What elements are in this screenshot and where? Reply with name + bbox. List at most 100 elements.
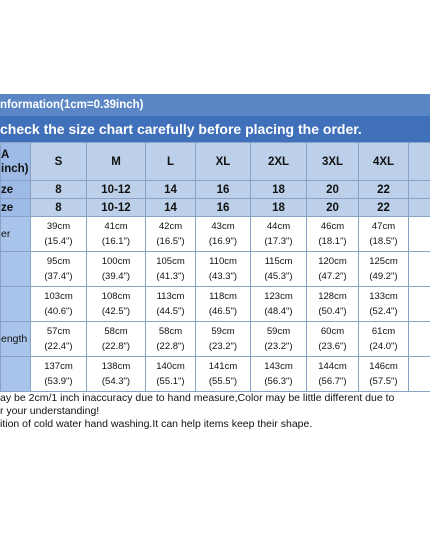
measurement-cm: 57cm bbox=[46, 326, 71, 337]
measurement-cm: 103cm bbox=[44, 291, 73, 302]
measurement-cell: 125cm (49.2") bbox=[358, 251, 409, 287]
measurement-cm: 110cm bbox=[209, 256, 237, 267]
measurement-cell: 46cm (18.1") bbox=[306, 216, 359, 252]
measurement-cm: 141cm bbox=[208, 361, 238, 372]
measurement-cm: 125cm bbox=[369, 256, 398, 267]
size-chart: nformation(1cm=0.39inch) check the size … bbox=[0, 94, 430, 392]
size-standard-value: 14 bbox=[145, 180, 196, 199]
measurement-cm: 133cm bbox=[369, 291, 398, 302]
measurement-inch: (42.5") bbox=[101, 306, 131, 317]
measurement-inch: (55.1") bbox=[156, 376, 185, 387]
measurement-row: ength 57cm (22.4") 58cm (22.8") 58cm (22.8") 59… bbox=[0, 321, 430, 357]
measurement-extra bbox=[408, 286, 430, 322]
measurement-inch: (54.3") bbox=[101, 376, 131, 387]
measurement-label bbox=[0, 356, 31, 392]
measurement-row: 95cm (37.4") 100cm (39.4") 105cm (41.3") 110cm… bbox=[0, 251, 430, 287]
measurement-cm: 123cm bbox=[264, 291, 293, 302]
size-standard-value: 16 bbox=[195, 198, 251, 217]
measurement-inch: (56.7") bbox=[318, 376, 347, 387]
measurement-cell: 59cm (23.2") bbox=[195, 321, 251, 357]
measurement-label bbox=[0, 286, 31, 322]
measurement-cell: 146cm (57.5") bbox=[358, 356, 409, 392]
size-standard-value: 18 bbox=[250, 198, 307, 217]
measurement-cell: 58cm (22.8") bbox=[145, 321, 196, 357]
measurement-cm: 146cm bbox=[369, 361, 398, 372]
measurement-inch: (16.9") bbox=[208, 236, 238, 247]
measurement-cm: 59cm bbox=[211, 326, 235, 337]
measurement-inch: (15.4") bbox=[44, 236, 73, 247]
measurement-cell: 41cm (16.1") bbox=[86, 216, 146, 252]
size-standard-extra bbox=[408, 198, 430, 217]
measurement-cell: 60cm (23.6") bbox=[306, 321, 359, 357]
measurement-cell: 108cm (42.5") bbox=[86, 286, 146, 322]
measurement-inch: (16.1") bbox=[101, 236, 131, 247]
measurement-cm: 42cm bbox=[158, 221, 183, 232]
measurement-inch: (48.4") bbox=[264, 306, 293, 317]
measurement-cell: 44cm (17.3") bbox=[250, 216, 307, 252]
measurement-cm: 59cm bbox=[266, 326, 291, 337]
size-header: S bbox=[30, 142, 87, 181]
measurement-cm: 61cm bbox=[371, 326, 396, 337]
size-header-label-bottom: inch) bbox=[1, 162, 29, 175]
measurement-row: 103cm (40.6") 108cm (42.5") 113cm (44.5") 118c… bbox=[0, 286, 430, 322]
note-line: r your understanding! bbox=[0, 405, 100, 417]
measurement-inch: (22.8") bbox=[156, 341, 185, 352]
measurement-inch: (57.5") bbox=[369, 376, 398, 387]
measurement-inch: (23.2") bbox=[264, 341, 293, 352]
measurement-inch: (16.5") bbox=[156, 236, 185, 247]
measurement-inch: (18.5") bbox=[369, 236, 398, 247]
measurement-inch: (24.0") bbox=[369, 341, 398, 352]
measurement-inch: (22.8") bbox=[101, 341, 131, 352]
measurement-cm: 118cm bbox=[209, 291, 237, 302]
measurement-cell: 42cm (16.5") bbox=[145, 216, 196, 252]
measurement-cm: 39cm bbox=[46, 221, 71, 232]
measurement-inch: (39.4") bbox=[101, 271, 131, 282]
size-standard-value: 8 bbox=[30, 180, 87, 199]
size-standard-value: 20 bbox=[306, 180, 359, 199]
measurement-inch: (37.4") bbox=[44, 271, 73, 282]
measurement-inch: (40.6") bbox=[44, 306, 73, 317]
measurement-inch: (45.3") bbox=[264, 271, 293, 282]
measurement-cell: 113cm (44.5") bbox=[145, 286, 196, 322]
size-information-header: nformation(1cm=0.39inch) bbox=[0, 94, 430, 116]
size-header-row: A inch) S M L XL 2XL 3XL 4XL bbox=[0, 142, 430, 181]
measurement-cell: 115cm (45.3") bbox=[250, 251, 307, 287]
measurement-cm: 100cm bbox=[101, 256, 131, 267]
measurement-rows: er 39cm (15.4") 41cm (16.1") 42cm (16.5") 43cm (… bbox=[0, 216, 430, 392]
measurement-cm: 128cm bbox=[318, 291, 347, 302]
measurement-cell: 138cm (54.3") bbox=[86, 356, 146, 392]
measurement-cell: 58cm (22.8") bbox=[86, 321, 146, 357]
measurement-cell: 39cm (15.4") bbox=[30, 216, 87, 252]
measurement-label: er bbox=[0, 216, 31, 252]
measurement-inch: (22.4") bbox=[44, 341, 73, 352]
size-standard-value: 20 bbox=[306, 198, 359, 217]
measurement-inch: (46.5") bbox=[208, 306, 238, 317]
measurement-cell: 105cm (41.3") bbox=[145, 251, 196, 287]
note-line: ition of cold water hand washing.It can … bbox=[0, 418, 313, 430]
size-standard-value: 10-12 bbox=[86, 180, 146, 199]
measurement-cell: 133cm (52.4") bbox=[358, 286, 409, 322]
measurement-row: er 39cm (15.4") 41cm (16.1") 42cm (16.5") 43cm (… bbox=[0, 216, 430, 252]
measurement-label: ength bbox=[0, 321, 31, 357]
size-header-label: A inch) bbox=[0, 142, 31, 181]
size-standard-value: 18 bbox=[250, 180, 307, 199]
measurement-inch: (44.5") bbox=[156, 306, 185, 317]
measurement-cell: 140cm (55.1") bbox=[145, 356, 196, 392]
measurement-cm: 43cm bbox=[211, 221, 235, 232]
measurement-cm: 140cm bbox=[156, 361, 185, 372]
size-standard-label: ze bbox=[0, 180, 31, 199]
measurement-cell: 100cm (39.4") bbox=[86, 251, 146, 287]
measurement-cm: 58cm bbox=[158, 326, 183, 337]
size-standard-value: 22 bbox=[358, 198, 409, 217]
size-standard-value: 22 bbox=[358, 180, 409, 199]
measurement-cell: 144cm (56.7") bbox=[306, 356, 359, 392]
size-standard-value: 16 bbox=[195, 180, 251, 199]
size-standard-extra bbox=[408, 180, 430, 199]
measurement-cell: 120cm (47.2") bbox=[306, 251, 359, 287]
measurement-cm: 144cm bbox=[318, 361, 347, 372]
size-header: 2XL bbox=[250, 142, 307, 181]
measurement-inch: (43.3") bbox=[208, 271, 238, 282]
measurement-inch: (23.6") bbox=[318, 341, 347, 352]
measurement-inch: (49.2") bbox=[369, 271, 398, 282]
size-chart-warning-header: check the size chart carefully before pl… bbox=[0, 116, 430, 142]
